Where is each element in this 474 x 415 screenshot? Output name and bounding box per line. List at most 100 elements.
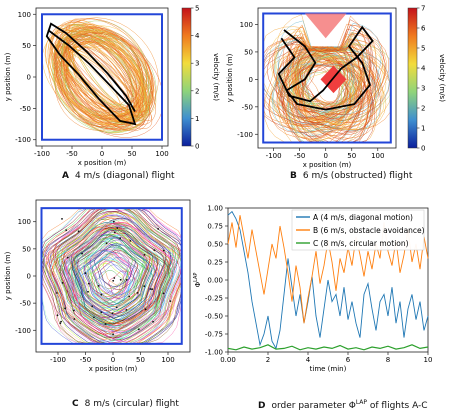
colorbar-label-b: velocity (m/s) bbox=[438, 54, 446, 102]
x-tick-label: 0 bbox=[100, 150, 104, 158]
drone-marker bbox=[65, 229, 68, 232]
x-axis-label: x position (m) bbox=[78, 159, 127, 167]
colorbar-tick-label: 3 bbox=[421, 85, 425, 93]
trajectory bbox=[288, 55, 346, 116]
drone-marker bbox=[104, 323, 107, 325]
drone-marker bbox=[61, 218, 63, 220]
trajectory bbox=[51, 36, 139, 131]
colorbar-tick-label: 1 bbox=[421, 125, 425, 133]
drone-marker bbox=[143, 285, 146, 288]
trajectory bbox=[98, 249, 138, 291]
trajectory bbox=[65, 222, 174, 333]
trajectory bbox=[66, 27, 154, 113]
drone-marker bbox=[125, 279, 128, 281]
x-tick-label: 4 bbox=[306, 356, 311, 364]
trajectory bbox=[86, 241, 133, 290]
y-tick-label: 0.75 bbox=[207, 223, 223, 231]
trajectory bbox=[286, 53, 351, 121]
colorbar-b bbox=[407, 7, 418, 149]
trajectory bbox=[91, 261, 135, 306]
trajectory bbox=[89, 239, 148, 299]
x-tick-label: 50 bbox=[136, 356, 145, 364]
trajectory bbox=[67, 39, 147, 131]
trajectory bbox=[298, 60, 358, 121]
y-tick-label: -100 bbox=[237, 131, 253, 139]
x-tick-label: 50 bbox=[128, 150, 137, 158]
drone-marker bbox=[119, 278, 122, 281]
legend-box bbox=[291, 209, 425, 251]
colorbar-tick-label: 0 bbox=[195, 143, 199, 151]
x-tick-label: -50 bbox=[294, 152, 305, 160]
drone-marker bbox=[169, 300, 172, 302]
y-tick-label: -1.00 bbox=[205, 349, 223, 357]
drone-marker bbox=[59, 322, 62, 325]
y-tick-label: 0.25 bbox=[207, 259, 223, 267]
trajectory bbox=[272, 34, 387, 143]
drone-marker bbox=[149, 288, 152, 290]
trajectory bbox=[62, 217, 167, 325]
arena-boundary-b bbox=[262, 12, 392, 144]
trajectory bbox=[64, 27, 144, 114]
trajectory bbox=[51, 29, 151, 134]
y-tick-label: 100 bbox=[240, 21, 253, 29]
drone-marker bbox=[87, 282, 90, 285]
legend-d: A (4 m/s, diagonal motion) B (6 m/s, obs… bbox=[291, 209, 425, 251]
x-tick-label: 0.00 bbox=[220, 356, 236, 364]
x-tick-label: -100 bbox=[34, 150, 50, 158]
trajectory bbox=[280, 44, 371, 135]
drone-marker bbox=[153, 249, 156, 252]
drone-marker bbox=[144, 308, 147, 311]
y-tick-label: 0 bbox=[27, 273, 31, 281]
y-tick-label: 50 bbox=[22, 42, 31, 50]
x-axis-label: time (min) bbox=[310, 365, 347, 373]
drone-marker bbox=[112, 333, 114, 336]
trajectory bbox=[270, 41, 370, 126]
y-tick-label: -50 bbox=[20, 300, 31, 308]
x-tick-label: 0 bbox=[323, 152, 327, 160]
arena-boundary-a bbox=[41, 13, 163, 141]
highlighted-trajectory-b bbox=[277, 25, 374, 111]
y-tick-label: 100 bbox=[18, 218, 31, 226]
y-tick-label: 1.00 bbox=[207, 205, 223, 213]
drone-marker bbox=[56, 292, 58, 294]
drone-marker bbox=[73, 318, 76, 320]
drone-marker bbox=[93, 316, 95, 319]
drone-marker bbox=[116, 227, 119, 229]
trajectory bbox=[278, 55, 355, 133]
y-tick-label: 50 bbox=[22, 245, 31, 253]
trajectory bbox=[98, 264, 129, 296]
trajectory bbox=[59, 229, 170, 341]
axes-d: 0.00 2 4 6 8 10 -1.00 -0.75 -0.50 -0.25 0.00 0.25 0.… bbox=[193, 205, 432, 374]
drone-marker bbox=[136, 292, 139, 294]
highlighted-trajectory-a bbox=[45, 22, 137, 126]
drone-marker bbox=[129, 240, 132, 242]
drone-marker bbox=[151, 288, 154, 291]
drone-marker bbox=[64, 307, 66, 310]
caption-text-d-after: of flights A-C bbox=[367, 401, 428, 411]
trajectory bbox=[55, 211, 167, 325]
x-axis-label: x position (m) bbox=[303, 161, 352, 169]
drone-marker bbox=[162, 249, 165, 252]
trajectory bbox=[91, 248, 147, 304]
drone-marker bbox=[66, 256, 69, 259]
trajectory bbox=[94, 244, 136, 287]
drone-marker bbox=[84, 272, 87, 275]
caption-letter-b: B bbox=[290, 171, 297, 181]
axes-b: -100 -50 0 50 100 -100 -50 0 50 100 x position (m)… bbox=[226, 21, 384, 169]
caption-letter-a: A bbox=[62, 171, 69, 181]
trajectory bbox=[55, 18, 153, 125]
colorbar-tick-label: 5 bbox=[195, 5, 199, 13]
x-tick-label: -100 bbox=[50, 356, 66, 364]
x-tick-label: -50 bbox=[66, 150, 77, 158]
legend-label-a: A (4 m/s, diagonal motion) bbox=[313, 213, 413, 222]
caption-text-d-before: order parameter Φ bbox=[271, 401, 356, 411]
trajectory bbox=[71, 25, 142, 113]
trajectory bbox=[292, 61, 354, 123]
drone-marker bbox=[60, 320, 62, 323]
colorbar-tick-label: 0 bbox=[421, 145, 425, 153]
drone-marker bbox=[100, 293, 103, 296]
drone-marker bbox=[112, 220, 115, 223]
caption-text-c: 8 m/s (circular) flight bbox=[84, 399, 179, 409]
